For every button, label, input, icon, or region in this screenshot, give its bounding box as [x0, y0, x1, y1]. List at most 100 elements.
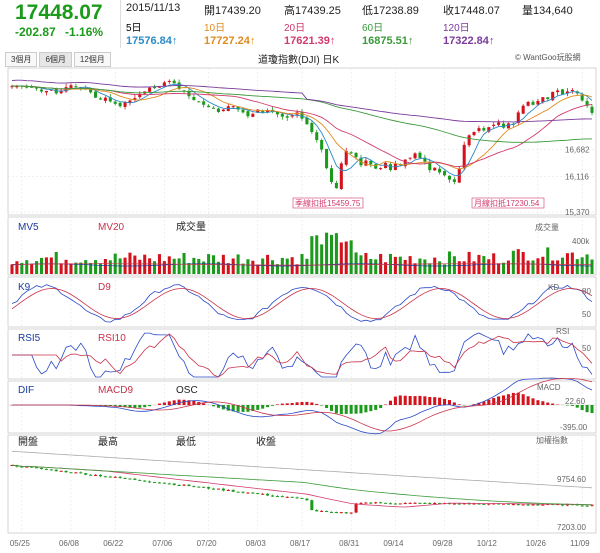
- candle-body: [162, 82, 166, 87]
- volume-bar: [177, 258, 181, 274]
- osc-bar: [344, 405, 348, 414]
- osc-bar: [241, 405, 245, 412]
- osc-bar: [531, 398, 535, 405]
- volume-bar: [452, 256, 456, 274]
- osc-bar: [108, 405, 112, 407]
- tab-12-months[interactable]: 12個月: [73, 52, 111, 67]
- candle-body: [148, 87, 152, 92]
- candle-body: [10, 86, 14, 88]
- volume-bar: [325, 232, 329, 274]
- candle-body: [403, 159, 407, 167]
- twse-candle-body: [565, 504, 569, 506]
- volume-bar: [497, 263, 501, 274]
- candle-body: [167, 80, 171, 82]
- osc-bar: [570, 405, 574, 406]
- volume-bar: [300, 254, 304, 274]
- twse-candle-body: [128, 478, 132, 480]
- twse-candle-body: [516, 504, 520, 506]
- volume-bar: [103, 259, 107, 274]
- volume-bar: [369, 258, 373, 274]
- volume-bar: [59, 263, 63, 274]
- osc-bar: [295, 402, 299, 405]
- twse-candle-body: [472, 503, 476, 505]
- volume-bar: [261, 258, 265, 274]
- x-tick-label: 08/03: [246, 539, 267, 548]
- rsi-panel: [12, 332, 593, 378]
- x-tick-label: 08/17: [290, 539, 311, 548]
- osc-bar: [251, 405, 255, 412]
- candle-body: [138, 93, 142, 98]
- volume-bar: [202, 261, 206, 274]
- candle-body: [285, 116, 289, 118]
- volume-bar: [482, 256, 486, 274]
- rsi-tick-50: 50: [582, 344, 591, 353]
- candle-body: [570, 90, 574, 92]
- candle-body: [251, 113, 255, 117]
- osc-bar: [202, 403, 206, 405]
- candle-body: [69, 85, 73, 88]
- annotation-box-quarter: [292, 197, 364, 209]
- volume-bar: [94, 260, 98, 274]
- volume-bar: [344, 241, 348, 274]
- volume-bar: [44, 257, 48, 274]
- twse-candle-body: [511, 504, 515, 506]
- osc-bar: [590, 405, 594, 414]
- volume-bar: [329, 234, 334, 274]
- candle-body: [98, 98, 102, 100]
- candle-body: [428, 161, 432, 171]
- osc-bar: [438, 397, 442, 405]
- osc-bar: [128, 405, 132, 408]
- volume-bar: [20, 262, 24, 274]
- volume-bar: [241, 263, 245, 274]
- x-tick-label: 06/08: [59, 539, 80, 548]
- twse-candle-body: [393, 503, 397, 505]
- twse-candle-body: [452, 503, 456, 505]
- volume-bar: [187, 263, 191, 274]
- candle-body: [516, 112, 520, 123]
- candle-body: [44, 90, 48, 93]
- close-number: 17448.07: [454, 5, 500, 17]
- candle-body: [202, 101, 206, 105]
- candle-body: [59, 90, 63, 94]
- macd-panel: [8, 377, 596, 435]
- osc-bar: [325, 405, 329, 409]
- tab-6-months[interactable]: 6個月: [39, 52, 72, 67]
- change-percent: -1.16%: [65, 25, 104, 39]
- ma10-label: 10日: [204, 23, 226, 34]
- osc-bar: [447, 400, 451, 405]
- volume-bar: [511, 250, 515, 274]
- high-number: 17439.25: [295, 5, 341, 17]
- osc-bar: [148, 405, 152, 407]
- candle-body: [364, 160, 368, 166]
- candle-body: [560, 89, 565, 95]
- candle-body: [275, 111, 279, 115]
- twse-candle-body: [108, 476, 112, 478]
- twse-candle-body: [84, 473, 88, 475]
- candle-body: [212, 107, 216, 109]
- candle-body: [197, 101, 201, 103]
- osc-bar: [329, 405, 334, 411]
- volume-bar: [231, 258, 235, 274]
- vol-label-mv5: MV5: [18, 222, 39, 233]
- osc-bar: [359, 405, 363, 414]
- twse-ma60-line: [11, 464, 593, 506]
- ma5-line: [11, 83, 593, 177]
- candle-body: [379, 168, 383, 170]
- twse-candle-body: [113, 476, 117, 478]
- twse-candle-body: [103, 476, 107, 478]
- twse-candle-body: [320, 510, 324, 512]
- volume-bar: [546, 247, 550, 274]
- candle-body: [256, 109, 260, 113]
- twse-candle-body: [325, 510, 329, 512]
- ma5: 5日 17576.84↑: [126, 22, 177, 48]
- twse-candle-body: [482, 503, 486, 505]
- y-tick-label: 16,116: [565, 172, 589, 181]
- twse-candle-body: [334, 511, 338, 513]
- osc-bar: [261, 405, 265, 409]
- tab-3-months[interactable]: 3個月: [5, 52, 38, 67]
- candle-body: [172, 80, 176, 84]
- twse-candle-body: [148, 481, 152, 483]
- osc-bar: [143, 405, 147, 408]
- y-tick-label: 16,682: [565, 145, 590, 154]
- ma20: 20日 17621.39↑: [284, 22, 335, 48]
